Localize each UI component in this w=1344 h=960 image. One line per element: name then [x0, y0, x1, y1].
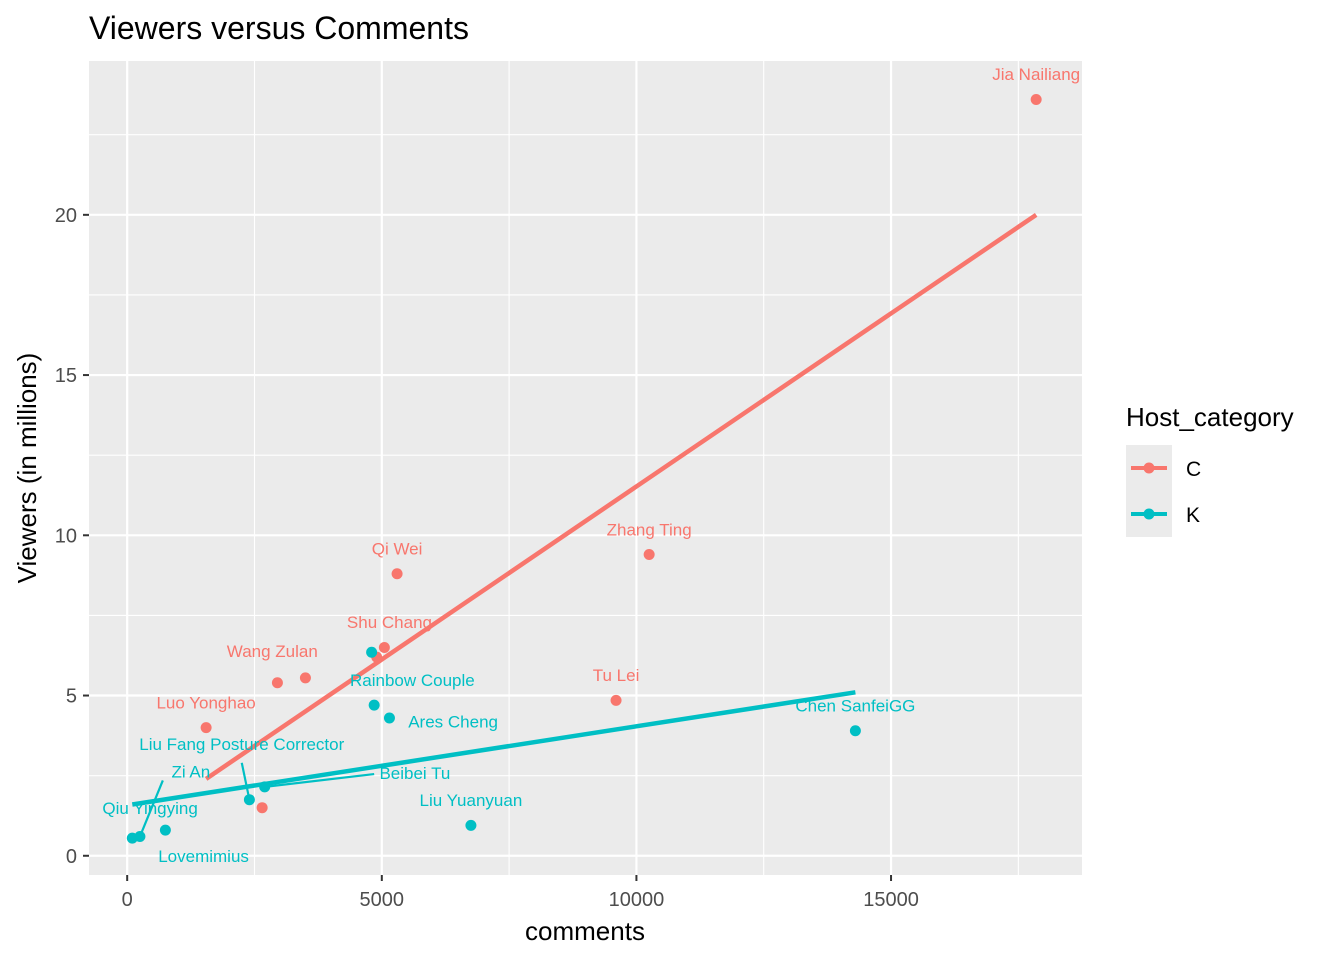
y-tick-label: 10 [55, 525, 77, 547]
point-label: Shu Chang [347, 613, 432, 632]
data-point-c [299, 672, 311, 684]
point-label: Chen SanfeiGG [795, 697, 915, 716]
data-point-k [259, 781, 271, 793]
legend-key-k-point [1143, 508, 1155, 520]
point-label: Beibei Tu [379, 764, 450, 783]
data-point-c [1030, 93, 1042, 105]
y-axis-title: Viewers (in millions) [12, 353, 42, 584]
point-label: Rainbow Couple [350, 671, 475, 690]
grid-major [89, 61, 1082, 875]
data-point-k [383, 712, 395, 724]
x-tick-label: 0 [122, 889, 133, 911]
leader-line [240, 762, 251, 800]
data-point-c [256, 802, 268, 814]
point-label: Lovemimius [158, 847, 249, 866]
point-label: Zi An [171, 762, 210, 781]
x-tick-label: 15000 [863, 889, 919, 911]
leader-line [138, 780, 164, 837]
legend-key-c-point [1143, 462, 1155, 474]
y-tick-label: 5 [66, 686, 77, 708]
x-tick-label: 10000 [609, 889, 665, 911]
point-label: Liu Yuanyuan [420, 791, 523, 810]
data-point-c [378, 641, 390, 653]
grid-minor [89, 61, 1082, 875]
fit-line-k [131, 690, 856, 807]
y-tick-label: 15 [55, 365, 77, 387]
legend: Host_category C K [1126, 402, 1294, 537]
x-tick-label: 5000 [360, 889, 405, 911]
leader-line [264, 772, 375, 788]
y-tick-label: 20 [55, 205, 77, 227]
point-label: Wang Zulan [227, 642, 318, 661]
legend-title: Host_category [1126, 402, 1294, 432]
y-axis-ticks: 0 5 10 15 20 [55, 205, 89, 868]
points [126, 93, 1042, 844]
point-labels: Jia Nailiang Zhang Ting Qi Wei Shu Chang Wan… [102, 65, 1080, 866]
point-label: Qiu Yingying [102, 799, 197, 818]
point-label: Jia Nailiang [992, 65, 1080, 84]
data-point-k [366, 646, 378, 658]
point-label: Zhang Ting [607, 520, 692, 539]
data-point-c [271, 677, 283, 689]
data-point-k [465, 819, 477, 831]
data-point-c [610, 694, 622, 706]
legend-label-k: K [1186, 504, 1200, 527]
point-label: Qi Wei [372, 540, 423, 559]
fit-line-c [204, 212, 1038, 781]
y-tick-label: 0 [66, 846, 77, 868]
point-label: Tu Lei [593, 666, 640, 685]
point-label: Liu Fang Posture Corrector [139, 735, 344, 754]
data-point-c [200, 722, 212, 734]
point-label: Luo Yonghao [156, 693, 255, 712]
leader-lines [138, 762, 375, 837]
data-point-k [849, 725, 861, 737]
data-point-k [368, 699, 380, 711]
chart-title: Viewers versus Comments [89, 10, 469, 46]
data-point-k [126, 832, 138, 844]
point-label: Ares Cheng [408, 713, 498, 732]
legend-label-c: C [1186, 458, 1201, 481]
x-axis-title: comments [525, 916, 645, 946]
x-axis-ticks: 0 5000 10000 15000 [122, 875, 919, 911]
fit-lines [131, 212, 1038, 807]
data-point-c [643, 549, 655, 561]
data-point-k [243, 794, 255, 806]
data-point-c [391, 568, 403, 580]
data-point-k [159, 824, 171, 836]
